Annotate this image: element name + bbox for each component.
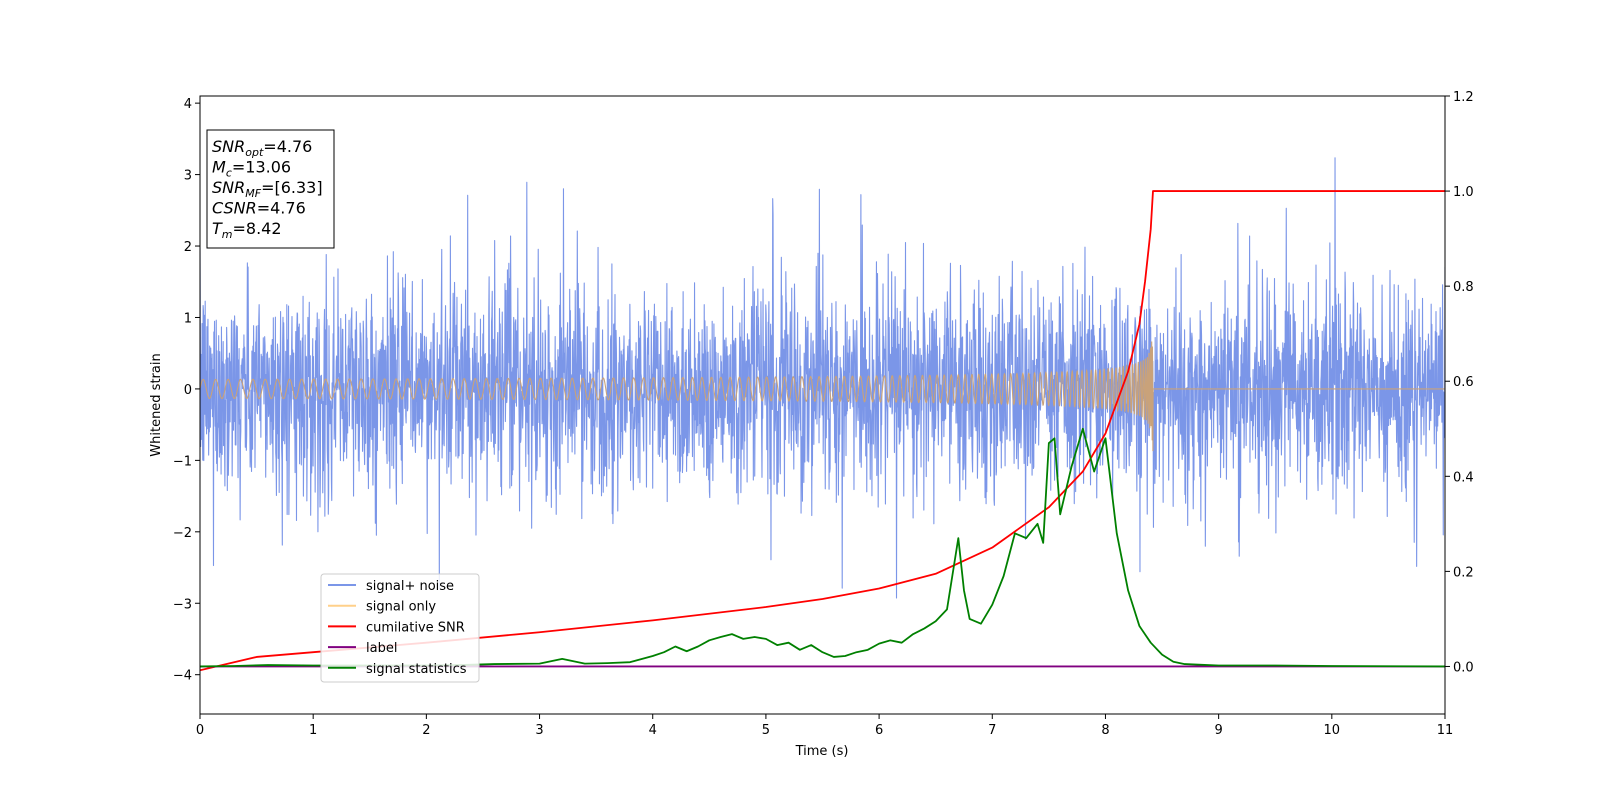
y-left-tick-label: −4: [173, 669, 192, 684]
y-left-tick-label: 3: [184, 169, 192, 184]
y-right-tick-label: 0.6: [1453, 375, 1474, 390]
x-tick-label: 7: [988, 723, 996, 738]
x-tick-label: 9: [1214, 723, 1222, 738]
info-line: SNRopt=4.76: [212, 137, 312, 159]
legend-entry: cumilative SNR: [366, 620, 465, 635]
series-signal-statistics: [200, 427, 1445, 668]
legend-entry: signal+ noise: [366, 579, 454, 594]
x-tick-label: 1: [309, 723, 317, 738]
legend-entry: label: [366, 641, 397, 656]
series-signal-only: [200, 341, 1445, 452]
info-line: SNRMF=[6.33]: [212, 178, 323, 200]
y-right-tick-label: 1.0: [1453, 185, 1474, 200]
legend-frame: [320, 573, 480, 683]
x-tick-label: 5: [762, 723, 770, 738]
y-left-tick-label: 2: [184, 240, 192, 255]
axes-frame: [199, 95, 1446, 715]
x-tick-label: 6: [875, 723, 883, 738]
y-right-tick-label: 0.4: [1453, 470, 1474, 485]
y-right-tick-label: 0.2: [1453, 565, 1474, 580]
info-box-frame: [206, 129, 335, 249]
y-left-tick-label: 4: [184, 97, 192, 112]
info-box: SNRopt=4.76Mc=13.06SNRMF=[6.33]CSNR=4.76…: [206, 129, 335, 249]
info-line: Mc=13.06: [212, 158, 291, 180]
y-right-tick-label: 0.0: [1453, 660, 1474, 675]
y-axis-left: 4 3 2 1 0 −1 −2 −3 −4: [173, 97, 200, 684]
y-left-tick-label: 0: [184, 383, 192, 398]
legend-entry: signal statistics: [366, 662, 467, 677]
legend-entry: signal only: [366, 600, 436, 615]
x-axis: 0 1 2 3 4 5 6 7 8 9 10 11: [196, 714, 1453, 738]
y-left-tick-label: −3: [173, 597, 192, 612]
y-axis-right: 1.2 1.0 0.8 0.6 0.4 0.2 0.0: [1445, 90, 1474, 675]
x-axis-label: Time (s): [795, 744, 849, 759]
x-tick-label: 2: [422, 723, 430, 738]
y-left-tick-label: 1: [184, 311, 192, 326]
x-tick-label: 11: [1437, 723, 1454, 738]
x-tick-label: 10: [1324, 723, 1341, 738]
x-tick-label: 4: [649, 723, 657, 738]
legend: signal+ noise signal only cumilative SNR la…: [320, 573, 480, 683]
y-left-tick-label: −2: [173, 526, 192, 541]
x-tick-label: 0: [196, 723, 204, 738]
info-line: CSNR=4.76: [212, 199, 306, 218]
y-right-tick-label: 0.8: [1453, 280, 1474, 295]
info-line: Tm=8.42: [212, 219, 282, 241]
x-tick-label: 8: [1101, 723, 1109, 738]
series-signal-noise: [200, 157, 1445, 599]
y-left-tick-label: −1: [173, 454, 192, 469]
y-right-tick-label: 1.2: [1453, 90, 1474, 105]
x-tick-label: 3: [535, 723, 543, 738]
y-axis-label: Whitened strain: [149, 353, 164, 456]
